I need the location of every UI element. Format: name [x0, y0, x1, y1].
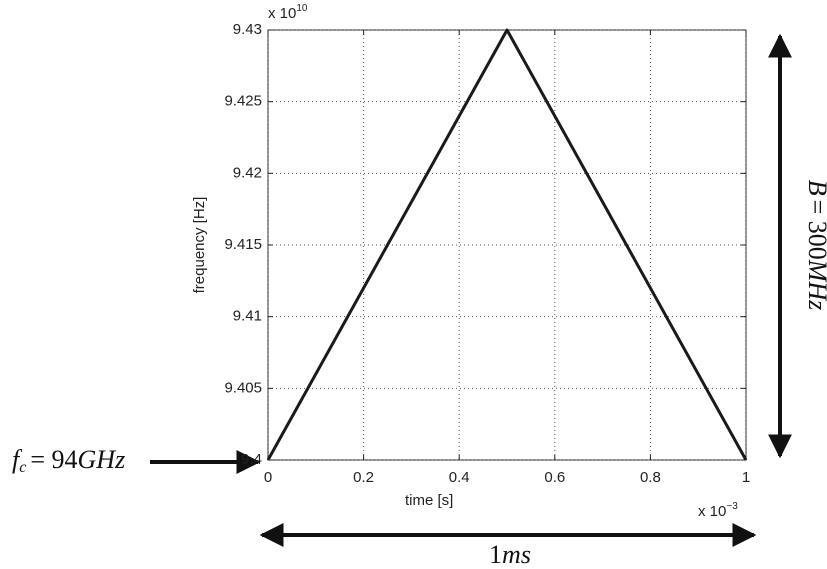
- y-axis-label: frequency [Hz]: [191, 197, 208, 294]
- x-tick-label: 0.8: [640, 469, 661, 486]
- x-axis-label: time [s]: [405, 492, 453, 509]
- carrier-label: fc = 94GHz: [12, 445, 125, 476]
- x-tick-label: 0.6: [544, 469, 565, 486]
- x-tick-label: 0.4: [449, 469, 470, 486]
- y-tick-label: 9.4: [241, 451, 262, 468]
- y-tick-label: 9.415: [224, 236, 262, 253]
- x-tick-label: 0: [264, 469, 272, 486]
- plot-frame: [267, 29, 747, 461]
- duration-label: 1ms: [489, 540, 531, 569]
- x-tick-label: 1: [742, 469, 750, 486]
- x-tick-label: 0.2: [353, 469, 374, 486]
- y-tick-label: 9.42: [233, 164, 262, 181]
- data-line: [266, 28, 748, 461]
- bandwidth-label: B= 300MHz: [803, 180, 827, 311]
- y-tick-label: 9.41: [233, 308, 262, 325]
- y-tick-label: 9.43: [233, 21, 262, 38]
- y-multiplier: x 1010: [268, 3, 308, 22]
- y-tick-label: 9.405: [224, 379, 262, 396]
- y-tick-label: 9.425: [224, 93, 262, 110]
- x-multiplier: x 10−3: [698, 501, 738, 520]
